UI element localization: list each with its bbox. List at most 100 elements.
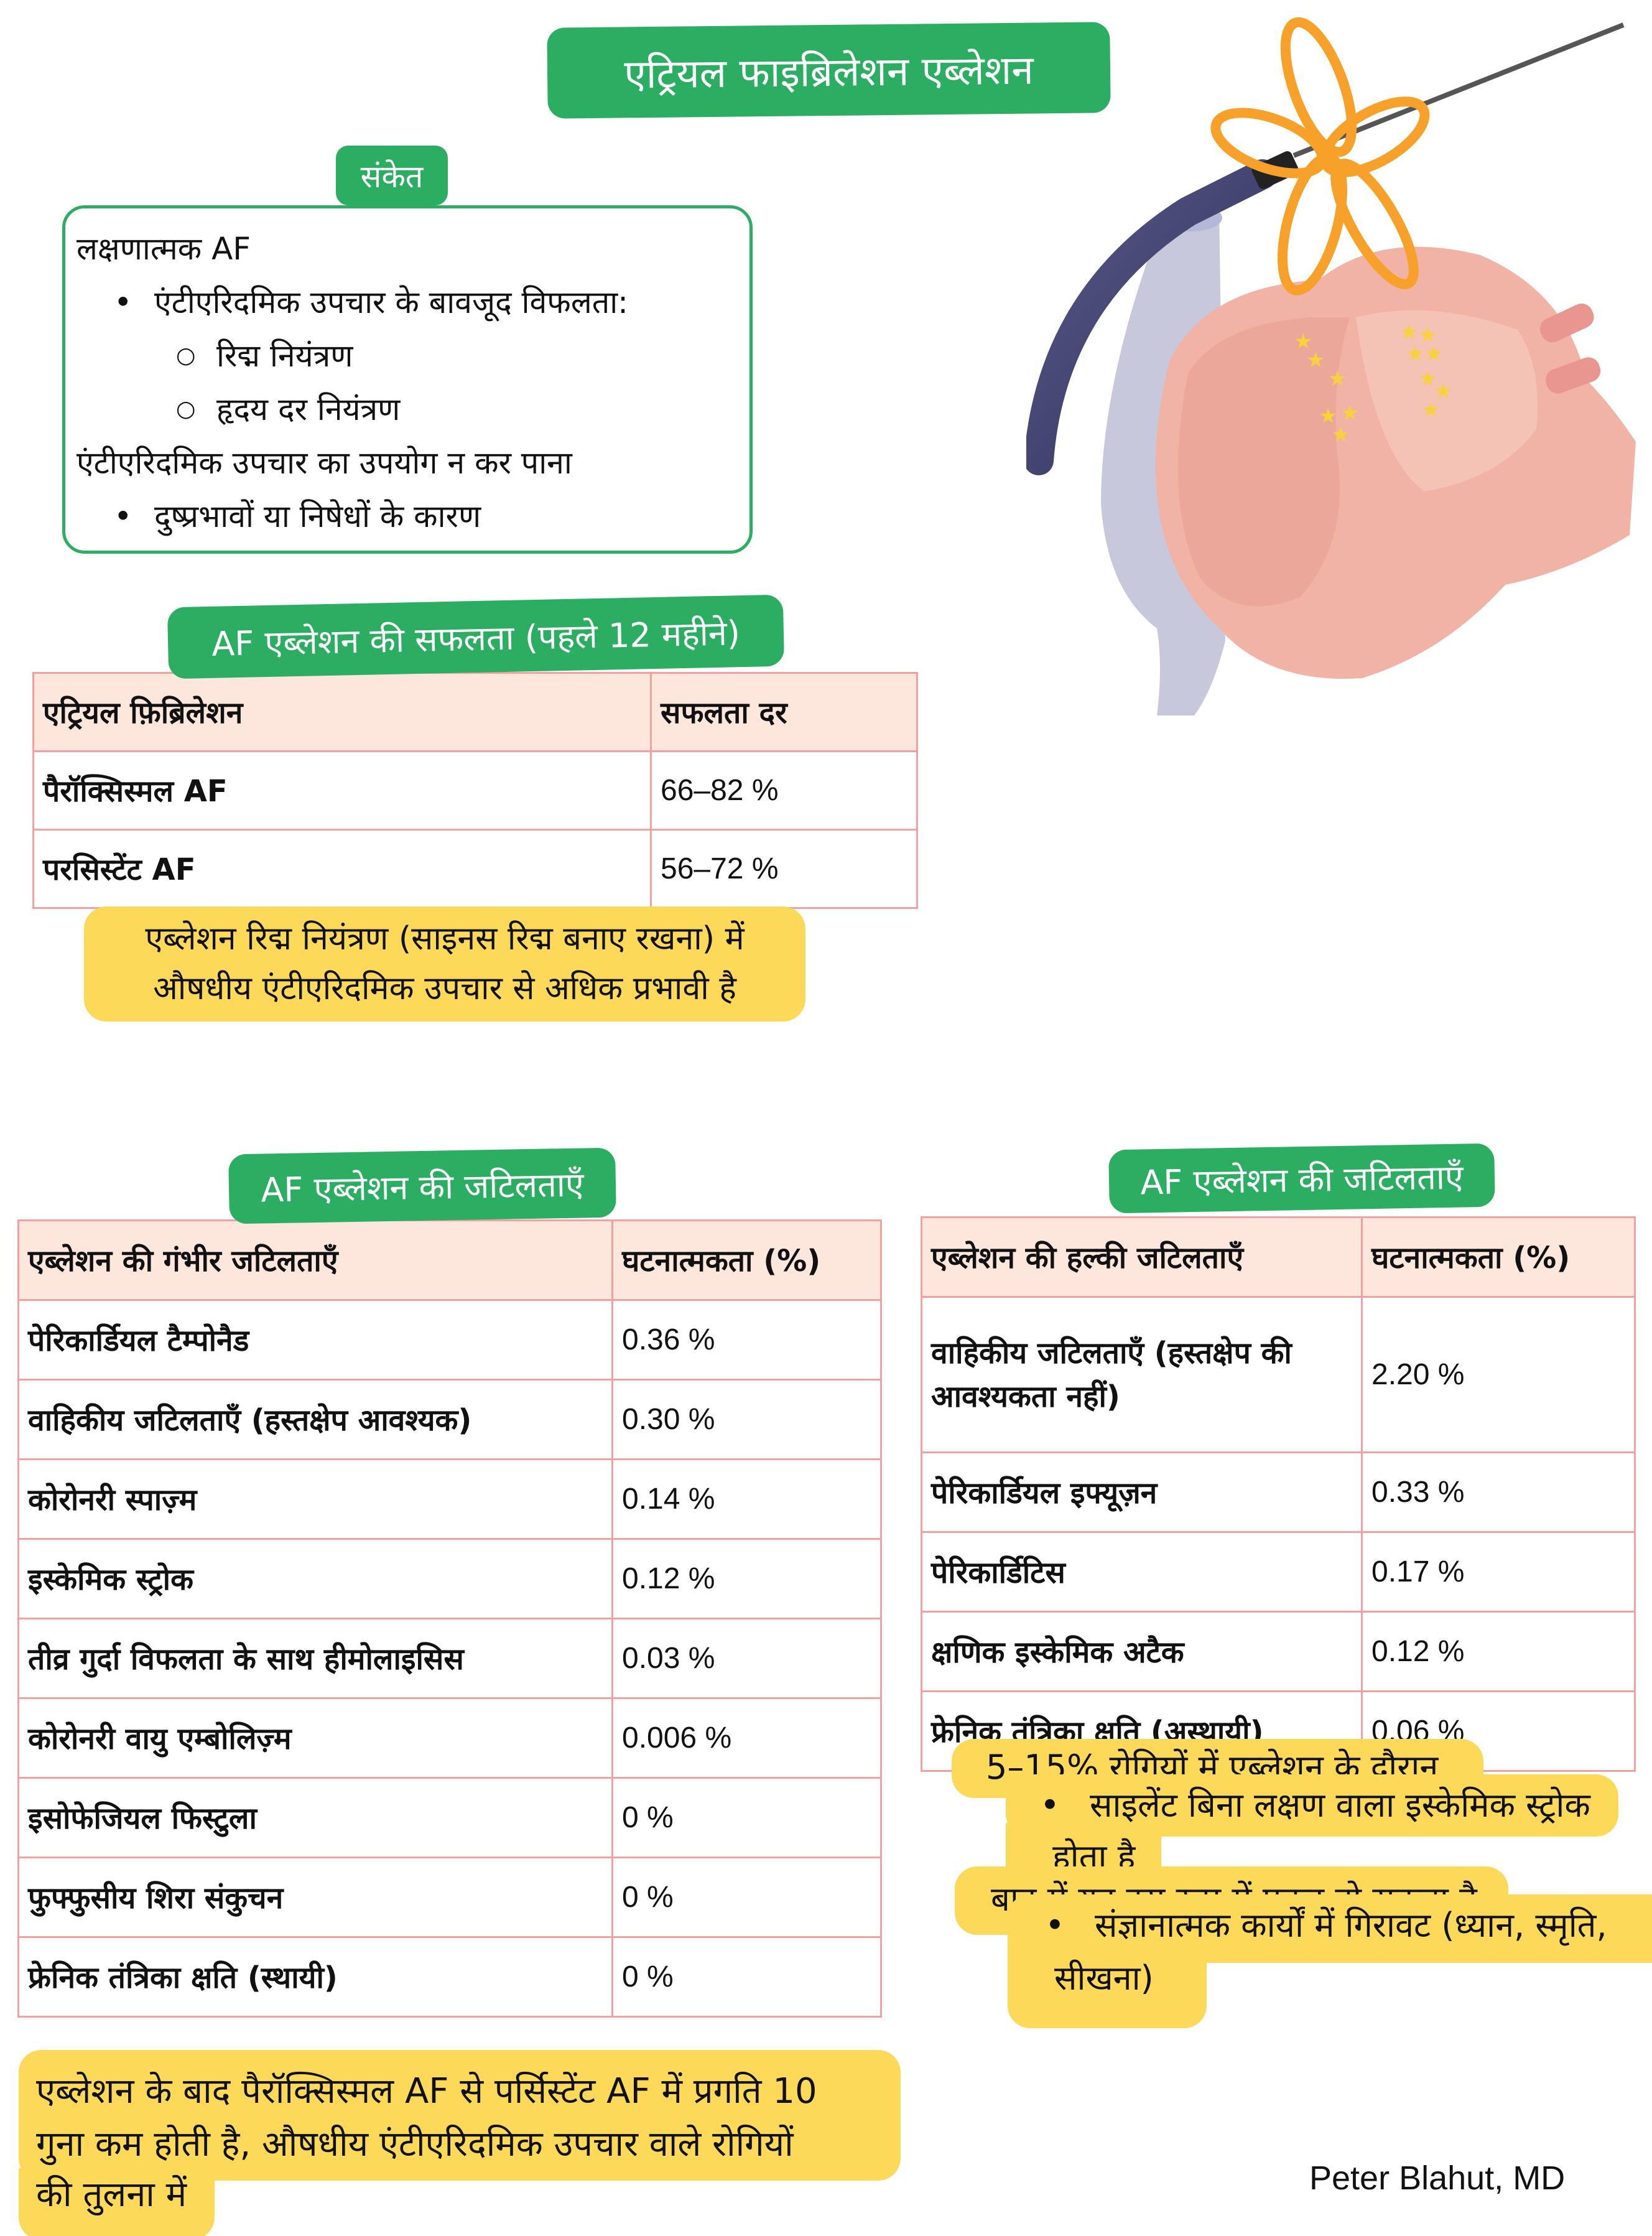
table-row: इस्केमिक स्ट्रोक 0.12 % bbox=[17, 1538, 882, 1619]
svg-text:★: ★ bbox=[1418, 366, 1437, 391]
svg-text:★: ★ bbox=[1418, 323, 1437, 348]
column-header: घटनात्मकता (%) bbox=[1361, 1216, 1636, 1298]
svg-text:★: ★ bbox=[1434, 379, 1452, 404]
note-line: की तुलना में bbox=[19, 2168, 215, 2236]
indication-text: हृदय दर नियंत्रण bbox=[216, 391, 401, 427]
svg-text:★: ★ bbox=[1328, 366, 1347, 391]
indication-text: दुष्प्रभावों या निषेधों के कारण bbox=[154, 498, 481, 534]
column-header: एट्रियल फ़िब्रिलेशन bbox=[32, 672, 652, 752]
incidence: 0.12 % bbox=[1361, 1611, 1636, 1692]
table-row: वाहिकीय जटिलताएँ (हस्तक्षेप की आवश्यकता … bbox=[921, 1296, 1636, 1453]
svg-text:★: ★ bbox=[1406, 342, 1424, 366]
column-header: एब्लेशन की गंभीर जटिलताएँ bbox=[17, 1219, 613, 1301]
complication-name: फ्रेनिक तंत्रिका क्षति (स्थायी) bbox=[17, 1936, 613, 2018]
page-title-text: एट्रियल फाइब्रिलेशन एब्लेशन bbox=[623, 47, 1034, 98]
table-row: फ्रेनिक तंत्रिका क्षति (स्थायी) 0 % bbox=[17, 1936, 882, 2018]
incidence: 0 % bbox=[611, 1777, 882, 1858]
incidence: 0.006 % bbox=[611, 1697, 882, 1779]
severe-complications-tag: AF एब्लेशन की जटिलताएँ bbox=[228, 1147, 616, 1224]
indication-bullet: दुष्प्रभावों या निषेधों के कारण bbox=[77, 490, 738, 543]
severe-complications-table: एब्लेशन की गंभीर जटिलताएँ घटनात्मकता (%)… bbox=[17, 1219, 882, 2018]
af-type: परसिस्टेंट AF bbox=[32, 829, 652, 909]
table-header-row: एब्लेशन की हल्की जटिलताएँ घटनात्मकता (%) bbox=[921, 1216, 1636, 1298]
success-tag: AF एब्लेशन की सफलता (पहले 12 महीने) bbox=[167, 594, 785, 679]
indication-subbullet: रिद्म नियंत्रण bbox=[77, 329, 738, 383]
column-header: घटनात्मकता (%) bbox=[611, 1219, 882, 1301]
cognitive-note-tail: सीखना) bbox=[1008, 1941, 1207, 2028]
complication-name: पेरिकार्डियल इफ्यूज़न bbox=[921, 1451, 1363, 1533]
svg-text:★: ★ bbox=[1399, 320, 1418, 345]
incidence: 2.20 % bbox=[1361, 1296, 1636, 1453]
incidence: 0 % bbox=[611, 1936, 882, 2018]
table-row: पैरॉक्सिस्मल AF 66–82 % bbox=[32, 750, 918, 831]
success-tag-text: AF एब्लेशन की सफलता (पहले 12 महीने) bbox=[211, 613, 741, 664]
indication-line: लक्षणात्मक AF bbox=[77, 222, 738, 276]
complication-name: वाहिकीय जटिलताएँ (हस्तक्षेप की आवश्यकता … bbox=[921, 1296, 1363, 1453]
table-row: कोरोनरी स्पाज़्म 0.14 % bbox=[17, 1458, 882, 1540]
indication-subbullet: हृदय दर नियंत्रण bbox=[77, 383, 738, 436]
table-row: पेरिकार्डियल टैम्पोनैड 0.36 % bbox=[17, 1299, 882, 1381]
indications-box: लक्षणात्मक AF एंटीएरिदमिक उपचार के बावजू… bbox=[62, 205, 753, 554]
complication-name: कोरोनरी स्पाज़्म bbox=[17, 1458, 613, 1540]
note-line: एब्लेशन के बाद पैरॉक्सिस्मल AF से पर्सिस… bbox=[36, 2071, 817, 2112]
mild-complications-table: एब्लेशन की हल्की जटिलताएँ घटनात्मकता (%)… bbox=[921, 1216, 1636, 1772]
incidence: 0.33 % bbox=[1361, 1451, 1636, 1533]
success-rate: 66–82 % bbox=[650, 750, 918, 831]
indication-text: एंटीएरिदमिक उपचार का उपयोग न कर पाना bbox=[77, 445, 572, 481]
table-row: इसोफेजियल फिस्टुला 0 % bbox=[17, 1777, 882, 1858]
incidence: 0.36 % bbox=[611, 1299, 882, 1381]
table-row: वाहिकीय जटिलताएँ (हस्तक्षेप आवश्यक) 0.30 … bbox=[17, 1379, 882, 1460]
complication-name: तीव्र गुर्दा विफलता के साथ हीमोलाइसिस bbox=[17, 1618, 613, 1699]
note-text: संज्ञानात्मक कार्यों में गिरावट (ध्यान, … bbox=[1095, 1906, 1607, 1945]
table-row: परसिस्टेंट AF 56–72 % bbox=[32, 829, 918, 909]
note-text: साइलेंट बिना लक्षण वाला इस्केमिक स्ट्रोक bbox=[1090, 1786, 1590, 1825]
indication-line: एंटीएरिदमिक उपचार का उपयोग न कर पाना bbox=[77, 436, 738, 490]
mild-tag-text: AF एब्लेशन की जटिलताएँ bbox=[1139, 1157, 1464, 1203]
heart-catheter-illustration: ★★★ ★★★ ★ ★★ ★★★★ bbox=[1026, 17, 1636, 715]
note-text: सीखना) bbox=[1054, 1959, 1154, 1998]
incidence: 0.14 % bbox=[611, 1458, 882, 1540]
table-row: फुफ्फुसीय शिरा संकुचन 0 % bbox=[17, 1856, 882, 1938]
svg-text:★: ★ bbox=[1331, 422, 1350, 447]
success-rate: 56–72 % bbox=[650, 829, 918, 909]
complication-name: पेरिकार्डियल टैम्पोनैड bbox=[17, 1299, 613, 1381]
indications-tag: संकेत bbox=[336, 146, 448, 205]
table-row: क्षणिक इस्केमिक अटैक 0.12 % bbox=[921, 1611, 1636, 1692]
note-line: एब्लेशन रिद्म नियंत्रण (साइनस रिद्म बनाए… bbox=[145, 920, 745, 957]
complication-name: क्षणिक इस्केमिक अटैक bbox=[921, 1611, 1363, 1692]
table-header-row: एब्लेशन की गंभीर जटिलताएँ घटनात्मकता (%) bbox=[17, 1219, 882, 1301]
indications-tag-text: संकेत bbox=[360, 159, 424, 195]
mild-complications-tag: AF एब्लेशन की जटिलताएँ bbox=[1108, 1143, 1495, 1214]
incidence: 0.12 % bbox=[611, 1538, 882, 1619]
table-row: पेरिकार्डियल इफ्यूज़न 0.33 % bbox=[921, 1451, 1636, 1533]
complication-name: कोरोनरी वायु एम्बोलिज़्म bbox=[17, 1697, 613, 1779]
note-line: गुना कम होती है, औषधीय एंटीएरिदमिक उपचार… bbox=[36, 2124, 794, 2164]
complication-name: इसोफेजियल फिस्टुला bbox=[17, 1777, 613, 1858]
author-credit: Peter Blahut, MD bbox=[1309, 2159, 1566, 2197]
complication-name: इस्केमिक स्ट्रोक bbox=[17, 1538, 613, 1619]
svg-text:★: ★ bbox=[1340, 401, 1359, 426]
svg-text:★: ★ bbox=[1319, 404, 1337, 429]
af-type: पैरॉक्सिस्मल AF bbox=[32, 750, 652, 831]
table-row: कोरोनरी वायु एम्बोलिज़्म 0.006 % bbox=[17, 1697, 882, 1779]
indication-text: लक्षणात्मक AF bbox=[77, 231, 251, 267]
svg-text:★: ★ bbox=[1424, 342, 1443, 366]
success-table: एट्रियल फ़िब्रिलेशन सफलता दर पैरॉक्सिस्म… bbox=[32, 672, 918, 909]
column-header: एब्लेशन की हल्की जटिलताएँ bbox=[921, 1216, 1363, 1298]
svg-text:★: ★ bbox=[1306, 348, 1325, 373]
indication-bullet: एंटीएरिदमिक उपचार के बावजूद विफलता: bbox=[77, 276, 738, 329]
incidence: 0.30 % bbox=[611, 1379, 882, 1460]
table-row: पेरिकार्डिटिस 0.17 % bbox=[921, 1531, 1636, 1613]
complication-name: फुफ्फुसीय शिरा संकुचन bbox=[17, 1856, 613, 1938]
column-header: सफलता दर bbox=[650, 672, 918, 752]
severe-tag-text: AF एब्लेशन की जटिलताएँ bbox=[260, 1165, 585, 1210]
progression-note: एब्लेशन के बाद पैरॉक्सिस्मल AF से पर्सिस… bbox=[19, 2050, 901, 2236]
incidence: 0.03 % bbox=[611, 1618, 882, 1699]
complication-name: पेरिकार्डिटिस bbox=[921, 1531, 1363, 1613]
indication-text: एंटीएरिदमिक उपचार के बावजूद विफलता: bbox=[154, 284, 629, 320]
svg-text:★: ★ bbox=[1294, 329, 1312, 354]
note-line: औषधीय एंटीएरिदमिक उपचार से अधिक प्रभावी … bbox=[153, 970, 736, 1007]
svg-text:★: ★ bbox=[1421, 398, 1440, 422]
table-row: तीव्र गुर्दा विफलता के साथ हीमोलाइसिस 0.0… bbox=[17, 1618, 882, 1699]
indication-text: रिद्म नियंत्रण bbox=[216, 338, 353, 374]
